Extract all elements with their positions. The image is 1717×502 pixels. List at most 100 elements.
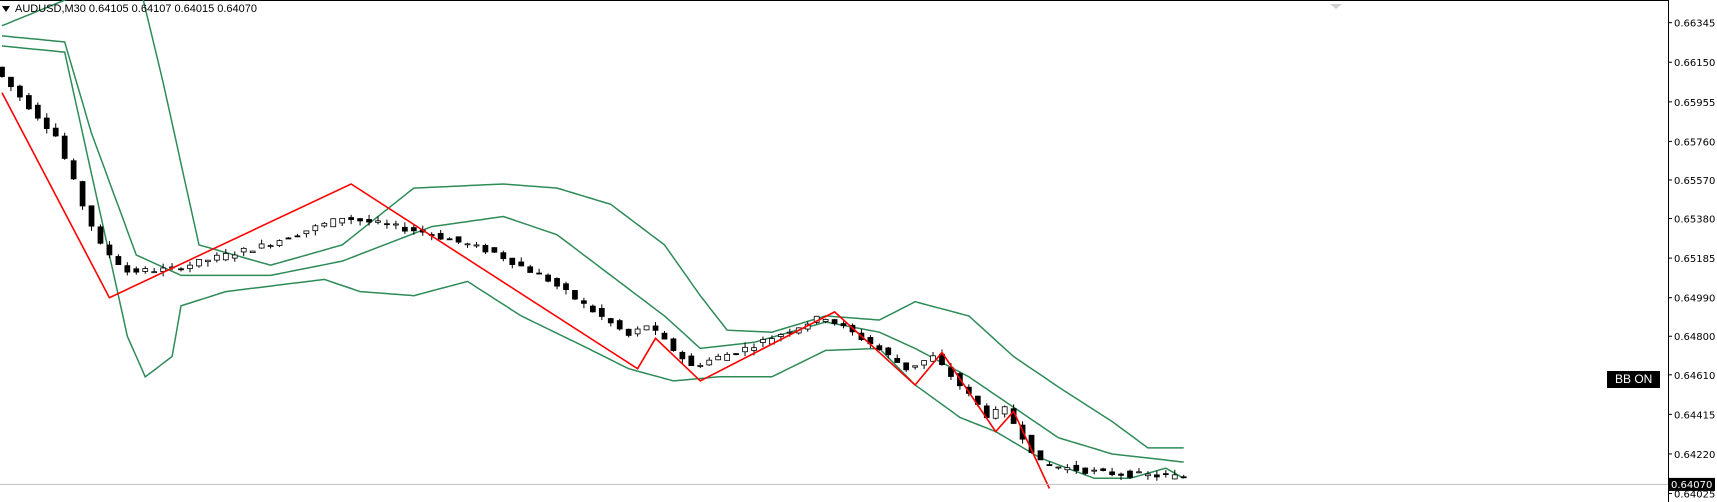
candle [1073, 460, 1080, 474]
candle [1118, 472, 1124, 481]
candle [473, 241, 480, 248]
candle-body [473, 244, 480, 247]
candle [697, 362, 704, 369]
chart-menu-triangle-icon[interactable] [2, 6, 10, 12]
candle [598, 304, 605, 321]
candle [589, 304, 596, 313]
candle [1109, 467, 1115, 477]
candle-body [294, 235, 301, 238]
candle [679, 350, 686, 364]
candle-body [840, 323, 847, 327]
candle [0, 66, 5, 78]
candle [760, 336, 766, 348]
bollinger-middle-band [1, 35, 1184, 463]
candle [178, 267, 184, 272]
candle [88, 205, 95, 231]
candle-body [1145, 473, 1151, 477]
candle [643, 325, 650, 331]
candle [384, 219, 390, 229]
candle-body [598, 308, 605, 317]
candle-body [1037, 450, 1044, 461]
candle [491, 247, 498, 254]
candle-body [1109, 471, 1115, 476]
candle [545, 273, 551, 283]
candle [733, 353, 739, 356]
candle [115, 254, 122, 266]
candle [930, 351, 936, 362]
candle-body [500, 252, 507, 260]
candle-body [634, 328, 641, 335]
candle-body [366, 219, 372, 223]
candle-body [258, 243, 265, 249]
candle [106, 241, 113, 259]
candle [34, 102, 41, 121]
low-price: 0.64015 [174, 3, 215, 15]
candle-body [1055, 466, 1062, 469]
candle [840, 321, 847, 329]
price-tick-label: 0.64800 [1674, 332, 1715, 343]
candle-body [115, 256, 122, 265]
candle [321, 221, 328, 228]
candle [581, 297, 587, 309]
shift-marker-icon[interactable] [1330, 4, 1342, 9]
candle [616, 318, 623, 331]
price-tick-label: 0.64990 [1674, 294, 1715, 305]
zigzag-line [1, 92, 1051, 489]
candle-body [616, 320, 623, 330]
candle-body [79, 181, 86, 207]
price-axis: 0.66345 0.66150 0.65955 0.65760 0.65570 0.653… [1668, 19, 1715, 501]
candle-body [348, 217, 355, 220]
candle-body [482, 244, 489, 253]
candle-body [1118, 473, 1124, 476]
price-tick-label: 0.64220 [1674, 450, 1715, 461]
candle [688, 353, 695, 366]
candle [43, 113, 50, 134]
candle-body [151, 271, 158, 274]
candle [249, 250, 256, 254]
candle-body [267, 245, 274, 247]
candle [303, 230, 310, 238]
candle-body [321, 222, 328, 227]
candle [500, 250, 507, 262]
candle-body [384, 223, 390, 226]
candle [509, 257, 516, 269]
candle-body [1001, 406, 1008, 415]
candle-body [697, 364, 704, 367]
candle [912, 365, 919, 370]
candle-body [70, 160, 77, 180]
candle-body [1162, 473, 1169, 476]
candle [661, 330, 668, 340]
candle [715, 353, 722, 361]
candle-body [1171, 474, 1178, 480]
candle [357, 218, 363, 226]
candle-body [903, 362, 910, 371]
candle [554, 277, 560, 290]
candle-body [276, 240, 283, 246]
price-tick-label: 0.65185 [1674, 254, 1715, 265]
candle [992, 406, 999, 420]
candle-body [52, 127, 59, 137]
candle-body [661, 332, 668, 340]
candle [267, 244, 274, 249]
candle [8, 76, 14, 92]
candle [625, 328, 632, 338]
candle [563, 281, 569, 295]
candle-body [518, 261, 525, 267]
candle [572, 290, 578, 301]
candle-body [88, 205, 95, 227]
candle [1055, 466, 1062, 470]
candle [1082, 467, 1089, 476]
candle [222, 248, 229, 262]
candle [393, 220, 399, 230]
bollinger-lower-band [1, 45, 1185, 480]
price-tick-label: 0.64610 [1674, 371, 1715, 382]
candle-body [213, 254, 220, 261]
bb-indicator-badge[interactable]: BB ON [1607, 371, 1661, 388]
candle-body [437, 233, 444, 240]
candle-body [97, 226, 104, 244]
candle [133, 266, 140, 275]
candle [822, 318, 829, 324]
candle-body [357, 218, 363, 222]
